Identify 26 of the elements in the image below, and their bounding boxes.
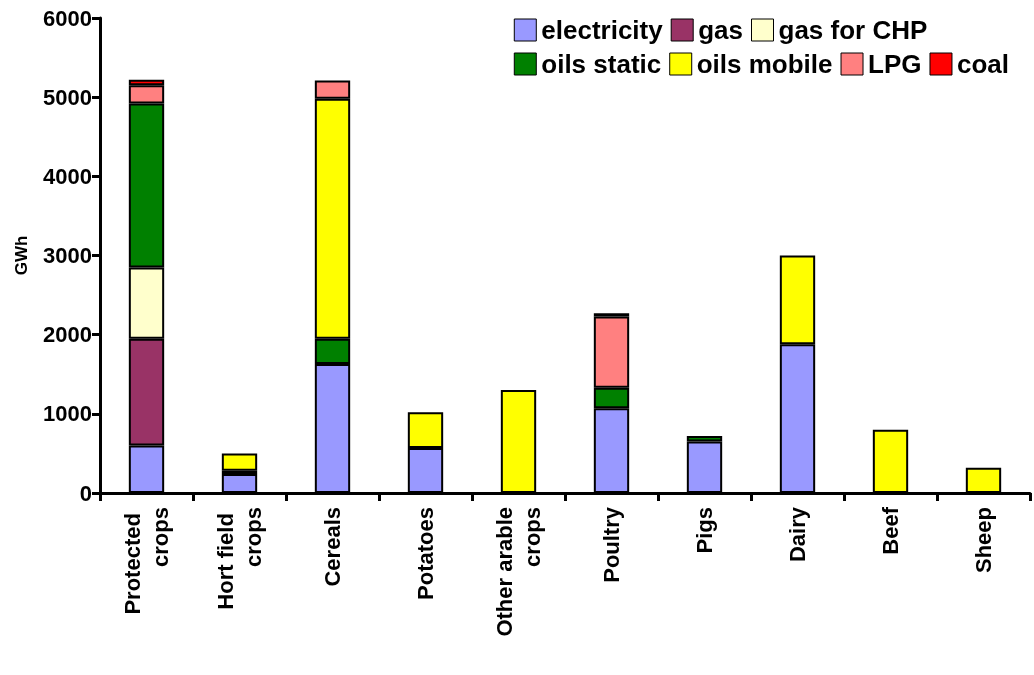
- legend-label: oils static: [541, 49, 662, 79]
- y-tick-label: 2000: [43, 322, 92, 348]
- legend-label: coal: [956, 49, 1010, 79]
- x-tick-label: Potatoes: [413, 507, 438, 600]
- y-axis-title: GWh: [12, 235, 31, 276]
- y-tick-label: 3000: [43, 243, 92, 268]
- legend-label: gas: [698, 15, 744, 45]
- x-tick-label: Pigs: [692, 507, 717, 554]
- x-tick-label: Cereals: [320, 507, 345, 587]
- legend-label: gas for CHP: [778, 15, 928, 45]
- y-tick-label: 1000: [43, 401, 92, 427]
- x-tick-label: Sheep: [971, 507, 996, 574]
- y-tick-label: 5000: [43, 84, 92, 110]
- x-tick-label: Beef: [878, 506, 903, 555]
- bar: [221, 453, 258, 471]
- x-tick-label: Poultry: [599, 506, 624, 583]
- x-tick-label: Other arable crops: [492, 507, 545, 637]
- legend-label: electricity: [541, 15, 664, 45]
- legend-label: LPG: [868, 49, 922, 79]
- x-tick-label: Hort field crops: [213, 507, 266, 610]
- y-tick-label: 0: [79, 480, 92, 506]
- y-tick-label: 6000: [43, 5, 92, 31]
- x-tick-label: Dairy: [785, 506, 810, 563]
- x-tick-label: Protected crops: [120, 507, 173, 615]
- y-tick-label: 4000: [43, 163, 92, 189]
- legend-label: oils mobile: [696, 49, 833, 79]
